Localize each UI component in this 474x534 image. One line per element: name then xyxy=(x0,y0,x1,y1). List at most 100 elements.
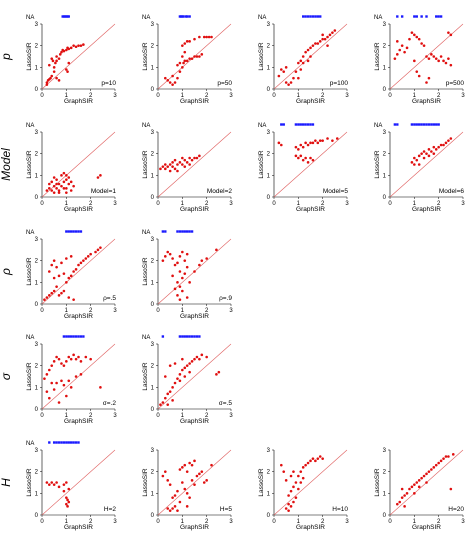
data-point xyxy=(287,509,290,512)
na-point xyxy=(198,335,201,338)
data-point xyxy=(420,152,423,155)
y-tick-label: 3 xyxy=(151,448,155,454)
data-point xyxy=(413,492,416,495)
y-tick-label: 0 xyxy=(267,195,271,201)
panel-annotation: Model=1 xyxy=(91,188,116,195)
x-tick-label: 2 xyxy=(89,413,93,419)
data-point xyxy=(166,392,170,396)
x-axis-label: GraphSIR xyxy=(64,524,93,531)
data-point xyxy=(171,386,174,389)
x-tick-label: 2 xyxy=(321,201,325,207)
data-point xyxy=(58,53,62,56)
x-tick-label: 1 xyxy=(413,201,417,207)
data-point xyxy=(52,388,56,391)
data-point xyxy=(173,81,177,84)
data-point xyxy=(173,494,177,497)
y-tick-label: 3 xyxy=(267,448,271,454)
data-point xyxy=(309,46,312,50)
data-point xyxy=(164,375,167,378)
identity-line xyxy=(157,449,232,516)
x-tick-label: 3 xyxy=(345,93,349,99)
data-point xyxy=(181,289,184,293)
data-point xyxy=(301,145,305,149)
data-point xyxy=(185,364,189,367)
data-point xyxy=(205,257,208,260)
na-point xyxy=(77,230,80,233)
data-point xyxy=(410,161,414,164)
data-point xyxy=(422,156,426,160)
x-tick-label: 2 xyxy=(89,201,93,207)
data-point xyxy=(52,276,56,280)
na-point xyxy=(82,335,85,338)
data-point xyxy=(198,55,201,58)
data-point xyxy=(321,33,324,37)
data-point xyxy=(62,171,66,175)
scatter-panel: NA 0 1 2 3 0 1 2 3 GraphSIR LassoSIR p=500 xyxy=(374,15,465,105)
data-point xyxy=(171,496,174,499)
na-point xyxy=(314,15,317,18)
data-point xyxy=(311,141,315,145)
y-tick-label: 2 xyxy=(383,44,387,50)
na-point xyxy=(195,335,199,338)
data-point xyxy=(178,61,182,65)
x-tick-label: 3 xyxy=(229,93,233,99)
data-point xyxy=(173,362,177,365)
x-tick-label: 3 xyxy=(229,308,233,314)
data-point xyxy=(432,145,436,149)
x-tick-label: 0 xyxy=(388,201,392,207)
na-point xyxy=(186,335,189,338)
data-point xyxy=(396,40,399,43)
x-tick-label: 1 xyxy=(181,413,185,419)
x-tick-label: 0 xyxy=(156,93,160,99)
data-point xyxy=(77,263,80,267)
data-point xyxy=(48,294,51,297)
data-point xyxy=(299,470,303,473)
data-point xyxy=(190,360,194,363)
na-point xyxy=(294,123,298,126)
panel-annotation: ρ=.5 xyxy=(103,295,116,302)
data-point xyxy=(57,401,61,404)
panel-annotation: p=50 xyxy=(217,80,232,87)
data-point xyxy=(297,487,300,491)
data-point xyxy=(183,463,187,467)
na-point xyxy=(72,441,75,444)
data-point xyxy=(52,289,56,293)
data-point xyxy=(183,165,187,168)
data-point xyxy=(413,59,416,63)
y-tick-label: 1 xyxy=(151,385,155,391)
data-point xyxy=(193,55,196,58)
na-point xyxy=(304,15,307,18)
data-point xyxy=(62,489,66,493)
panel-annotation: σ=.2 xyxy=(103,400,117,407)
data-point xyxy=(314,459,317,463)
data-point xyxy=(176,261,179,265)
x-tick-label: 3 xyxy=(113,201,117,207)
data-point xyxy=(287,502,290,506)
y-axis-label: LassoSIR xyxy=(142,257,149,285)
y-axis-label: LassoSIR xyxy=(26,468,33,496)
data-point xyxy=(164,167,167,171)
data-point xyxy=(65,481,68,484)
x-tick-label: 0 xyxy=(40,413,44,419)
data-point xyxy=(48,368,51,372)
scatter-panel: NA 0 1 2 3 0 1 2 3 GraphSIR LassoSIR Model=1 xyxy=(26,123,117,213)
x-tick-label: 3 xyxy=(461,201,465,207)
data-point xyxy=(72,298,75,301)
data-point xyxy=(425,81,428,84)
na-point xyxy=(309,15,312,18)
data-point xyxy=(331,31,334,34)
data-point xyxy=(178,500,182,504)
na-label: NA xyxy=(258,123,266,129)
data-point xyxy=(161,401,165,404)
y-tick-label: 3 xyxy=(267,22,271,28)
na-point xyxy=(304,123,307,126)
data-point xyxy=(48,396,51,400)
data-point xyxy=(449,33,453,37)
x-tick-label: 0 xyxy=(156,201,160,207)
x-axis-label: GraphSIR xyxy=(64,98,93,105)
data-point xyxy=(51,59,55,63)
na-point xyxy=(437,15,440,18)
na-point xyxy=(413,123,416,126)
data-point xyxy=(67,500,71,504)
data-point xyxy=(168,483,172,486)
